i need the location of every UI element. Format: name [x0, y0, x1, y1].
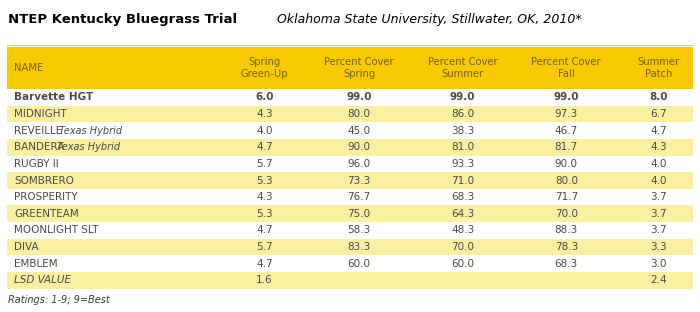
Text: Texas Hybrid: Texas Hybrid	[59, 126, 122, 136]
Bar	[7, 156, 693, 172]
Text: 3.7: 3.7	[650, 192, 667, 202]
Text: 4.0: 4.0	[650, 176, 667, 186]
Text: 4.0: 4.0	[256, 126, 273, 136]
Text: Percent Cover
Fall: Percent Cover Fall	[531, 57, 601, 79]
Text: 99.0: 99.0	[450, 92, 475, 102]
Bar	[7, 239, 693, 255]
Text: Percent Cover
Spring: Percent Cover Spring	[324, 57, 394, 79]
Text: 90.0: 90.0	[555, 159, 578, 169]
Text: 4.3: 4.3	[256, 109, 273, 119]
Text: MOONLIGHT SLT: MOONLIGHT SLT	[14, 225, 99, 236]
Text: 1.6: 1.6	[256, 275, 273, 285]
Text: 76.7: 76.7	[347, 192, 371, 202]
Bar	[7, 272, 693, 289]
Text: NTEP Kentucky Bluegrass Trial: NTEP Kentucky Bluegrass Trial	[8, 13, 237, 26]
Text: 4.7: 4.7	[256, 259, 273, 269]
Text: 4.7: 4.7	[256, 225, 273, 236]
Text: 60.0: 60.0	[348, 259, 370, 269]
Bar	[7, 47, 693, 89]
Text: 86.0: 86.0	[451, 109, 475, 119]
Text: 97.3: 97.3	[554, 109, 578, 119]
Text: 46.7: 46.7	[554, 126, 578, 136]
Text: 81.0: 81.0	[451, 142, 475, 152]
Text: 4.3: 4.3	[256, 192, 273, 202]
Text: 90.0: 90.0	[348, 142, 370, 152]
Text: 81.7: 81.7	[554, 142, 578, 152]
Text: 70.0: 70.0	[555, 209, 578, 219]
Text: MIDNIGHT: MIDNIGHT	[14, 109, 66, 119]
Text: Oklahoma State University, Stillwater, OK, 2010*: Oklahoma State University, Stillwater, O…	[273, 13, 582, 26]
Text: Summer
Patch: Summer Patch	[638, 57, 680, 79]
Text: 71.7: 71.7	[554, 192, 578, 202]
Text: 45.0: 45.0	[347, 126, 371, 136]
Text: Ratings: 1-9; 9=Best: Ratings: 1-9; 9=Best	[8, 295, 110, 305]
Text: 80.0: 80.0	[348, 109, 370, 119]
Text: 4.3: 4.3	[650, 142, 667, 152]
Text: 3.7: 3.7	[650, 225, 667, 236]
Text: 5.7: 5.7	[256, 242, 273, 252]
Text: 4.7: 4.7	[256, 142, 273, 152]
Bar	[7, 189, 693, 206]
Text: 5.3: 5.3	[256, 209, 273, 219]
Text: 5.7: 5.7	[256, 159, 273, 169]
Text: 68.3: 68.3	[451, 192, 475, 202]
Text: 8.0: 8.0	[650, 92, 668, 102]
Text: 2.4: 2.4	[650, 275, 667, 285]
Bar	[7, 106, 693, 122]
Text: NAME: NAME	[14, 63, 43, 73]
Text: 99.0: 99.0	[346, 92, 372, 102]
Bar	[7, 255, 693, 272]
Text: PROSPERITY: PROSPERITY	[14, 192, 78, 202]
Text: 60.0: 60.0	[452, 259, 474, 269]
Text: 83.3: 83.3	[347, 242, 371, 252]
Text: 6.0: 6.0	[256, 92, 274, 102]
Bar	[7, 206, 693, 222]
Text: 88.3: 88.3	[554, 225, 578, 236]
Text: Spring
Green-Up: Spring Green-Up	[241, 57, 288, 79]
Text: 3.3: 3.3	[650, 242, 667, 252]
Text: 73.3: 73.3	[347, 176, 371, 186]
Text: 96.0: 96.0	[347, 159, 371, 169]
Text: LSD VALUE: LSD VALUE	[14, 275, 71, 285]
Bar	[7, 122, 693, 139]
Text: 64.3: 64.3	[451, 209, 475, 219]
Text: 38.3: 38.3	[451, 126, 475, 136]
Text: BANDERA: BANDERA	[14, 142, 68, 152]
Text: 48.3: 48.3	[451, 225, 475, 236]
Bar	[7, 139, 693, 156]
Text: EMBLEM: EMBLEM	[14, 259, 57, 269]
Bar	[7, 172, 693, 189]
Text: 3.0: 3.0	[650, 259, 667, 269]
Bar	[7, 89, 693, 106]
Text: 3.7: 3.7	[650, 209, 667, 219]
Text: 78.3: 78.3	[554, 242, 578, 252]
Text: REVEILLE: REVEILLE	[14, 126, 66, 136]
Text: SOMBRERO: SOMBRERO	[14, 176, 74, 186]
Text: RUGBY II: RUGBY II	[14, 159, 59, 169]
Text: DIVA: DIVA	[14, 242, 38, 252]
Text: 80.0: 80.0	[555, 176, 578, 186]
Text: 4.7: 4.7	[650, 126, 667, 136]
Text: 6.7: 6.7	[650, 109, 667, 119]
Text: 99.0: 99.0	[554, 92, 579, 102]
Text: 4.0: 4.0	[650, 159, 667, 169]
Text: Percent Cover
Summer: Percent Cover Summer	[428, 57, 498, 79]
Text: Texas Hybrid: Texas Hybrid	[57, 142, 120, 152]
Text: 93.3: 93.3	[451, 159, 475, 169]
Bar	[7, 222, 693, 239]
Text: 71.0: 71.0	[451, 176, 475, 186]
Text: 68.3: 68.3	[554, 259, 578, 269]
Text: 58.3: 58.3	[347, 225, 371, 236]
Text: 70.0: 70.0	[452, 242, 474, 252]
Text: 75.0: 75.0	[347, 209, 371, 219]
Text: Barvette HGT: Barvette HGT	[14, 92, 93, 102]
Text: GREENTEAM: GREENTEAM	[14, 209, 78, 219]
Text: 5.3: 5.3	[256, 176, 273, 186]
